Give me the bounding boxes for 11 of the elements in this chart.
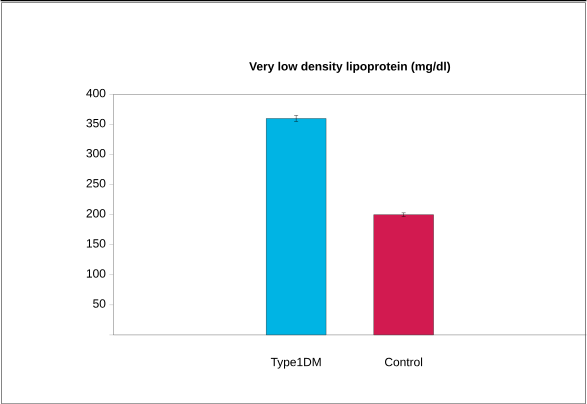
x-tick-label: Type1DM xyxy=(270,358,321,369)
y-tick-label: 200 xyxy=(86,209,106,218)
y-tick-label: 150 xyxy=(86,239,106,248)
x-tick-label: Control xyxy=(385,357,422,366)
y-tick-label: 100 xyxy=(86,269,106,278)
y-tick-label: 350 xyxy=(86,118,106,128)
y-tick-label: 400 xyxy=(86,88,106,98)
y-tick-label: 250 xyxy=(86,178,106,188)
chart-title: Very low density lipoprotein (mg/dl) xyxy=(249,62,450,73)
y-tick-label: 300 xyxy=(86,148,106,158)
y-tick-label: 50 xyxy=(93,299,106,308)
